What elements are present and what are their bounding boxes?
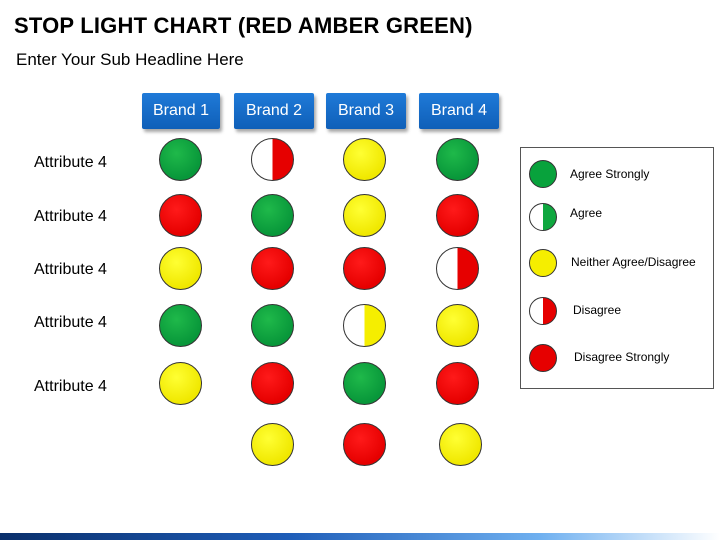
legend-label-agree: Agree (570, 206, 603, 220)
row-label-4: Attribute 4 (34, 314, 107, 331)
stoplight-dot-r3-brand4 (436, 247, 479, 290)
page-title: STOP LIGHT CHART (RED AMBER GREEN) (14, 13, 473, 38)
stoplight-dot-r6-brand2 (251, 423, 294, 466)
stoplight-dot-r1-brand1 (159, 138, 202, 181)
stoplight-dot-r4-brand1 (159, 304, 202, 347)
stoplight-dot-r4-brand2 (251, 304, 294, 347)
row-label-2: Attribute 4 (34, 208, 107, 225)
stoplight-dot-r5-brand3 (343, 362, 386, 405)
footer-bar (0, 533, 720, 540)
brand-1-header: Brand 1 (142, 93, 220, 129)
stoplight-dot-r4-brand4 (436, 304, 479, 347)
stoplight-dot-r2-brand2 (251, 194, 294, 237)
legend-swatch-agree (529, 203, 557, 231)
stoplight-dot-r5-brand2 (251, 362, 294, 405)
stoplight-dot-r6-brand4 (439, 423, 482, 466)
row-label-5: Attribute 4 (34, 378, 107, 395)
page-subtitle: Enter Your Sub Headline Here (16, 50, 244, 69)
stoplight-dot-r6-brand3 (343, 423, 386, 466)
stoplight-dot-r3-brand3 (343, 247, 386, 290)
legend-swatch-neither (529, 249, 557, 277)
legend-label-disagree: Disagree (573, 303, 622, 317)
brand-2-header: Brand 2 (234, 93, 314, 129)
brand-4-header: Brand 4 (419, 93, 499, 129)
brand-3-header: Brand 3 (326, 93, 406, 129)
legend-label-neither: Neither Agree/Disagree (571, 255, 696, 269)
stoplight-dot-r4-brand3 (343, 304, 386, 347)
legend-label-agree-strongly: Agree Strongly (570, 167, 650, 181)
row-label-1: Attribute 4 (34, 154, 107, 171)
row-label-3: Attribute 4 (34, 261, 107, 278)
legend-swatch-disagree-strongly (529, 344, 557, 372)
stoplight-dot-r1-brand4 (436, 138, 479, 181)
legend-swatch-agree-strongly (529, 160, 557, 188)
legend-label-disagree-strongly: Disagree Strongly (574, 350, 670, 364)
stoplight-dot-r5-brand4 (436, 362, 479, 405)
stoplight-dot-r5-brand1 (159, 362, 202, 405)
legend-swatch-disagree (529, 297, 557, 325)
stoplight-dot-r3-brand1 (159, 247, 202, 290)
stoplight-dot-r1-brand2 (251, 138, 294, 181)
legend: Agree Strongly Agree Neither Agree/Disag… (520, 147, 714, 389)
stoplight-dot-r2-brand1 (159, 194, 202, 237)
stoplight-dot-r3-brand2 (251, 247, 294, 290)
stoplight-dot-r2-brand4 (436, 194, 479, 237)
stoplight-dot-r1-brand3 (343, 138, 386, 181)
stoplight-dot-r2-brand3 (343, 194, 386, 237)
